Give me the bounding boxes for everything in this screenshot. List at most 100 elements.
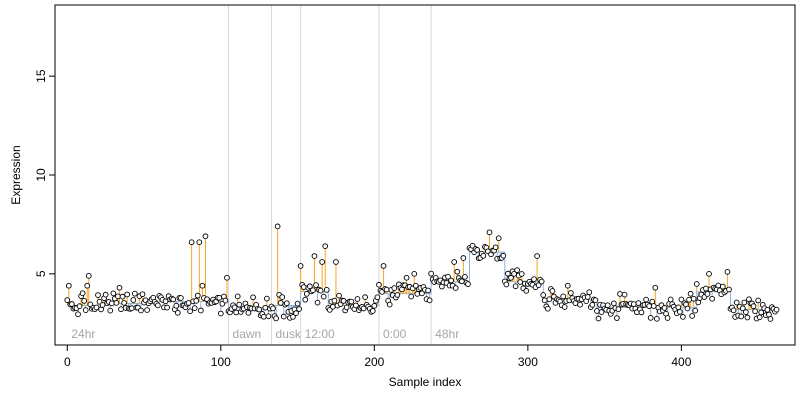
data-point xyxy=(369,308,376,314)
data-point xyxy=(290,314,296,320)
data-point xyxy=(403,274,410,281)
data-point xyxy=(224,274,230,281)
data-point xyxy=(480,252,487,259)
section-label: dawn xyxy=(233,327,262,341)
data-point xyxy=(233,309,240,316)
data-point xyxy=(693,281,700,287)
data-point xyxy=(598,309,605,315)
data-point xyxy=(323,287,330,293)
data-point xyxy=(635,300,642,306)
section-label: dusk xyxy=(276,327,302,341)
data-point xyxy=(216,295,223,301)
data-points xyxy=(64,223,780,322)
data-point xyxy=(690,295,697,302)
data-point xyxy=(738,313,745,320)
data-point xyxy=(517,279,524,285)
data-point xyxy=(262,304,269,311)
data-point xyxy=(317,287,324,294)
data-point xyxy=(394,292,401,298)
data-point xyxy=(653,315,660,322)
data-point xyxy=(408,293,415,300)
data-point xyxy=(518,271,525,277)
data-point xyxy=(709,295,715,302)
data-point xyxy=(307,283,313,290)
data-point xyxy=(773,306,780,313)
data-point xyxy=(584,294,591,300)
data-point xyxy=(75,311,81,318)
data-point xyxy=(174,309,181,316)
data-point xyxy=(311,253,318,259)
data-point xyxy=(756,314,763,321)
data-point xyxy=(371,302,378,309)
data-point xyxy=(173,302,180,309)
data-point xyxy=(677,308,683,315)
data-point xyxy=(678,296,685,303)
data-point xyxy=(95,292,101,298)
data-point xyxy=(202,233,209,240)
data-point xyxy=(130,297,137,303)
data-point xyxy=(546,296,553,303)
data-point xyxy=(512,283,519,290)
data-point xyxy=(256,306,263,313)
section-label: 12:00 xyxy=(305,327,335,341)
data-point xyxy=(273,315,279,322)
y-axis: 5 10 15 xyxy=(34,69,56,277)
data-point xyxy=(380,263,387,269)
data-point xyxy=(684,305,691,312)
data-point xyxy=(188,239,195,246)
x-tick-label: 200 xyxy=(364,355,384,369)
data-point xyxy=(564,282,571,289)
data-point xyxy=(236,301,243,308)
data-point xyxy=(196,239,203,246)
data-point xyxy=(108,300,115,307)
data-point xyxy=(451,259,458,265)
data-point xyxy=(131,290,138,297)
data-point xyxy=(274,223,281,230)
data-point xyxy=(486,229,493,236)
data-point xyxy=(354,296,361,302)
data-point xyxy=(199,282,206,289)
data-point xyxy=(664,315,671,321)
data-point xyxy=(638,309,645,316)
data-point xyxy=(64,297,71,303)
data-point xyxy=(523,288,530,294)
data-point xyxy=(719,283,726,290)
data-point xyxy=(419,290,425,297)
data-point xyxy=(340,298,347,304)
data-point xyxy=(675,304,682,311)
data-point xyxy=(283,300,290,307)
data-point xyxy=(231,304,238,311)
data-point xyxy=(758,309,765,316)
data-point xyxy=(193,297,200,304)
data-point xyxy=(454,268,461,275)
data-point xyxy=(139,291,146,298)
data-point xyxy=(374,294,381,301)
data-point xyxy=(615,306,622,312)
data-point xyxy=(595,315,602,322)
data-point xyxy=(302,296,309,303)
data-point xyxy=(560,293,567,300)
data-point xyxy=(330,303,336,310)
data-point xyxy=(414,291,421,297)
data-point xyxy=(118,306,124,313)
data-point xyxy=(99,302,106,308)
data-point xyxy=(376,281,382,288)
data-point xyxy=(319,259,325,265)
data-point xyxy=(592,297,599,304)
data-point xyxy=(383,286,390,293)
data-point xyxy=(102,291,109,298)
data-point xyxy=(294,300,301,307)
data-point xyxy=(119,293,126,300)
data-point xyxy=(128,305,135,312)
data-point xyxy=(270,305,276,312)
data-point xyxy=(452,285,459,291)
data-point xyxy=(667,296,674,303)
data-point xyxy=(322,243,329,250)
data-point xyxy=(353,302,359,309)
data-point xyxy=(260,313,267,320)
data-point xyxy=(310,287,316,294)
x-tick-label: 400 xyxy=(671,355,691,369)
data-point xyxy=(715,282,722,289)
data-point xyxy=(264,295,270,302)
